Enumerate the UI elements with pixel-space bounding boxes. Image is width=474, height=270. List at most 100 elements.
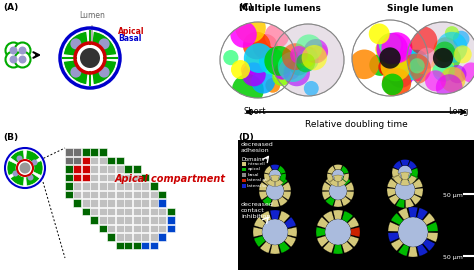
Bar: [73, 157, 81, 164]
Circle shape: [259, 48, 285, 75]
Circle shape: [461, 62, 474, 83]
Wedge shape: [316, 227, 325, 237]
Circle shape: [223, 50, 238, 65]
Text: Long: Long: [448, 107, 469, 116]
Circle shape: [9, 46, 18, 55]
Wedge shape: [393, 161, 402, 170]
Circle shape: [299, 46, 315, 62]
Circle shape: [329, 182, 347, 200]
Bar: [108, 182, 115, 190]
Wedge shape: [388, 222, 399, 231]
Bar: [125, 182, 132, 190]
Bar: [142, 174, 149, 181]
Bar: [158, 191, 166, 198]
Wedge shape: [391, 213, 403, 225]
Bar: [238, 140, 474, 270]
Circle shape: [244, 43, 273, 73]
Bar: [99, 148, 107, 156]
Circle shape: [375, 40, 393, 58]
Circle shape: [407, 50, 428, 71]
Circle shape: [304, 81, 319, 96]
Wedge shape: [283, 182, 291, 191]
Wedge shape: [63, 60, 88, 85]
Bar: [99, 216, 107, 224]
Text: (B): (B): [3, 133, 18, 142]
Wedge shape: [341, 166, 349, 174]
Text: Short: Short: [244, 107, 266, 116]
Circle shape: [15, 42, 30, 59]
Wedge shape: [334, 175, 342, 182]
Bar: [116, 233, 124, 241]
Text: (D): (D): [238, 133, 254, 142]
Circle shape: [242, 62, 266, 86]
Bar: [150, 216, 158, 224]
Text: Basal: Basal: [118, 34, 141, 43]
Wedge shape: [10, 173, 24, 186]
Circle shape: [232, 74, 264, 106]
Wedge shape: [322, 182, 330, 191]
Bar: [150, 241, 158, 249]
Circle shape: [230, 21, 257, 48]
Circle shape: [301, 45, 327, 70]
Bar: [108, 157, 115, 164]
Wedge shape: [323, 241, 334, 253]
Bar: [108, 216, 115, 224]
Text: intracell: intracell: [247, 162, 265, 166]
Bar: [91, 199, 98, 207]
Wedge shape: [253, 227, 262, 237]
Circle shape: [266, 182, 284, 200]
Wedge shape: [389, 194, 399, 205]
Circle shape: [398, 166, 412, 180]
Wedge shape: [342, 211, 353, 222]
Bar: [65, 182, 73, 190]
Circle shape: [6, 42, 21, 59]
Wedge shape: [254, 236, 265, 247]
Bar: [108, 199, 115, 207]
Circle shape: [325, 219, 351, 245]
Bar: [65, 174, 73, 181]
Bar: [116, 241, 124, 249]
Wedge shape: [423, 239, 435, 251]
Wedge shape: [338, 179, 346, 187]
Circle shape: [407, 22, 474, 94]
Circle shape: [300, 53, 314, 67]
Wedge shape: [405, 199, 414, 208]
Bar: [133, 208, 141, 215]
Wedge shape: [392, 168, 399, 177]
Wedge shape: [392, 173, 402, 183]
Circle shape: [382, 74, 403, 95]
Text: Lumen: Lumen: [79, 11, 105, 43]
Wedge shape: [278, 176, 288, 185]
Wedge shape: [334, 200, 342, 207]
Circle shape: [282, 43, 309, 70]
Circle shape: [274, 63, 291, 80]
Wedge shape: [271, 200, 279, 207]
Bar: [158, 216, 166, 224]
Wedge shape: [333, 210, 343, 219]
Circle shape: [294, 47, 316, 69]
Bar: [91, 174, 98, 181]
Wedge shape: [398, 208, 409, 220]
Wedge shape: [263, 176, 272, 185]
Bar: [91, 157, 98, 164]
Circle shape: [433, 59, 455, 82]
Bar: [99, 191, 107, 198]
Bar: [91, 182, 98, 190]
Bar: [125, 191, 132, 198]
Bar: [125, 199, 132, 207]
Bar: [99, 199, 107, 207]
Circle shape: [297, 52, 312, 68]
Circle shape: [303, 47, 318, 61]
Bar: [65, 148, 73, 156]
Circle shape: [290, 57, 308, 76]
Circle shape: [378, 58, 397, 76]
Circle shape: [231, 60, 250, 79]
Wedge shape: [270, 210, 280, 219]
Wedge shape: [401, 179, 410, 185]
Bar: [108, 191, 115, 198]
Wedge shape: [346, 182, 354, 191]
Circle shape: [369, 54, 391, 76]
Bar: [82, 191, 90, 198]
Bar: [73, 174, 81, 181]
Bar: [73, 199, 81, 207]
